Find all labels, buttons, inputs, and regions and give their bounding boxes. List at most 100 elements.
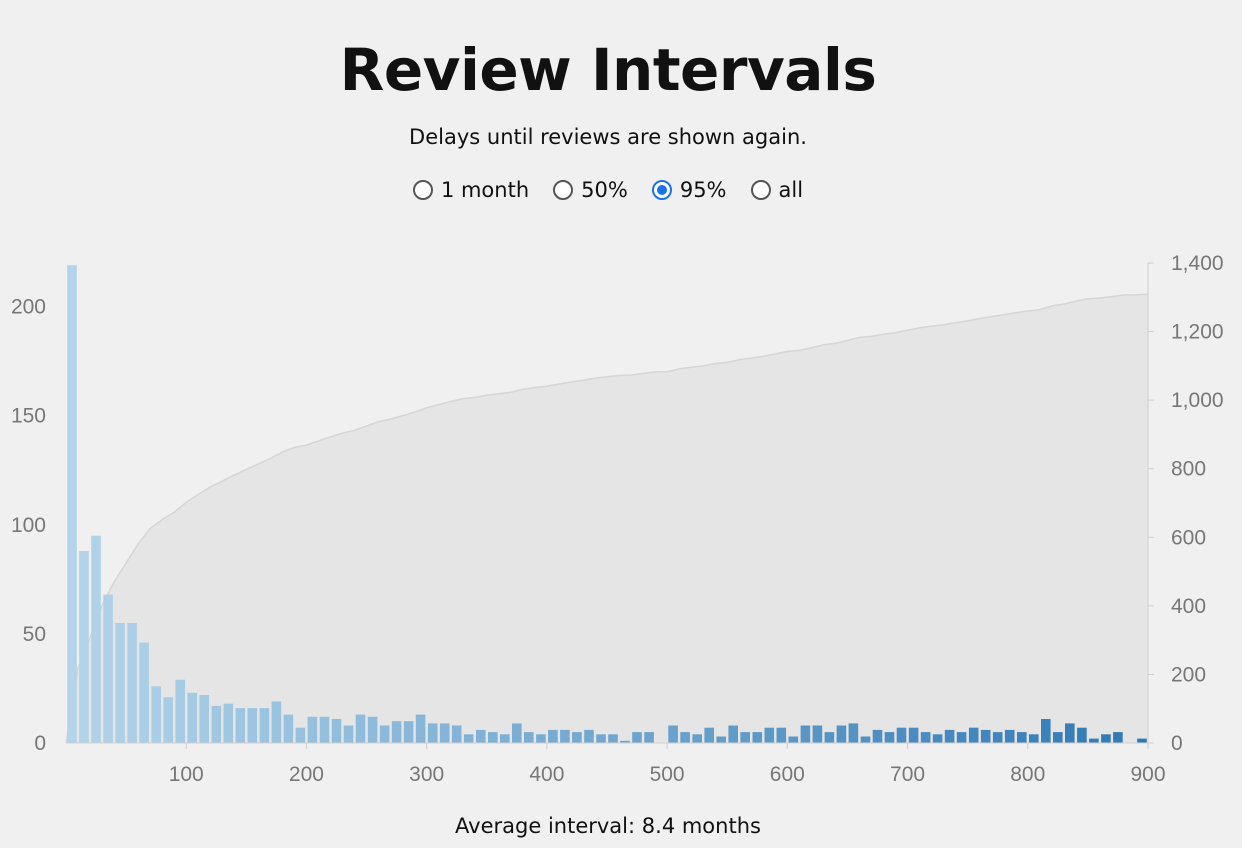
range-option-50-percent[interactable]: 50% [553,178,628,202]
x-tick-label: 300 [409,763,444,786]
bar [1137,738,1147,743]
bar [1101,734,1111,743]
bar [1053,732,1063,743]
bar [956,732,967,743]
bar [848,723,859,743]
bar [668,725,678,743]
bar [319,716,330,743]
bar [716,736,726,743]
bar [800,725,811,743]
bar [283,714,294,743]
x-tick-label: 400 [529,763,564,786]
x-tick-label: 200 [289,763,324,786]
x-tick-label: 700 [890,763,925,786]
bar [836,725,847,743]
range-option-label: 1 month [440,178,530,202]
x-tick-label: 600 [770,763,805,786]
radio-1-month[interactable] [412,180,433,200]
bar [608,734,618,743]
bar [427,723,438,743]
bar [776,727,787,743]
bar [79,551,89,743]
y-right-tick-label: 600 [1171,526,1206,549]
bar [187,692,197,743]
bar [343,725,354,743]
bar [115,623,125,743]
y-right-tick-label: 0 [1171,732,1183,755]
bar [788,736,799,743]
bar [560,729,570,743]
average-interval-label: Average interval: [455,814,636,838]
bar [259,708,270,743]
bar [1065,723,1075,743]
bar [67,265,77,743]
x-tick-label: 500 [650,763,685,786]
bar [752,732,763,743]
radio-50-percent[interactable] [553,180,574,200]
range-option-95-percent[interactable]: 95% [651,178,727,202]
y-left-tick-label: 0 [34,732,46,755]
bar [127,623,137,743]
bar [596,734,606,743]
bar [379,725,390,743]
bar [1089,738,1099,743]
bar [908,727,919,743]
bar [740,732,750,743]
review-intervals-chart: 100 200 300 400 500 600 700 800 900 0 50 100 150 200 0… [11,252,1224,786]
y-right-tick-label: 1,000 [1171,389,1224,412]
bar [163,697,173,743]
y-right-tick-label: 1,200 [1171,321,1224,344]
bar [524,732,534,743]
y-right-tick-label: 1,400 [1171,252,1224,275]
bar [944,729,955,743]
bar [884,732,895,743]
bar [572,732,582,743]
bar [403,721,414,743]
bar [872,729,883,743]
bar [632,732,642,743]
bar [151,686,161,743]
x-tick-label: 800 [1010,763,1045,786]
bar [692,734,702,743]
page-title: Review Intervals [339,36,877,104]
range-option-label: 50% [581,178,628,202]
bar [91,535,101,743]
radio-95-percent[interactable] [651,180,672,200]
y-left-tick-label: 150 [11,405,46,428]
bar [512,723,522,743]
y-left-tick-label: 50 [23,623,46,646]
y-right-tick-label: 200 [1171,663,1206,686]
radio-all[interactable] [750,180,771,200]
bar [860,736,871,743]
bar [439,723,450,743]
bar [295,727,306,743]
bar [175,679,185,743]
x-tick-label: 900 [1130,763,1165,786]
bar [223,703,234,743]
bar [824,732,835,743]
bar [500,734,510,743]
bar [980,729,991,743]
bar [415,714,426,743]
bar [644,732,654,743]
range-option-1-month[interactable]: 1 month [412,178,530,202]
y-left-tick-label: 100 [11,514,46,537]
range-option-all[interactable]: all [750,178,803,202]
bar [463,734,474,743]
bar [992,732,1003,743]
bar [1113,732,1123,743]
bar [1017,732,1027,743]
cumulative-line [65,293,1149,744]
range-option-label: 95% [679,178,727,202]
bar [728,725,738,743]
average-interval: Average interval: 8.4 months [0,814,1216,838]
bar [704,727,714,743]
y-right-tick-label: 400 [1171,595,1206,618]
bar [355,714,366,743]
bar [247,708,258,743]
bar [680,732,690,743]
bar [968,727,979,743]
bar [932,734,943,743]
bar [476,729,486,743]
bar [331,719,342,743]
